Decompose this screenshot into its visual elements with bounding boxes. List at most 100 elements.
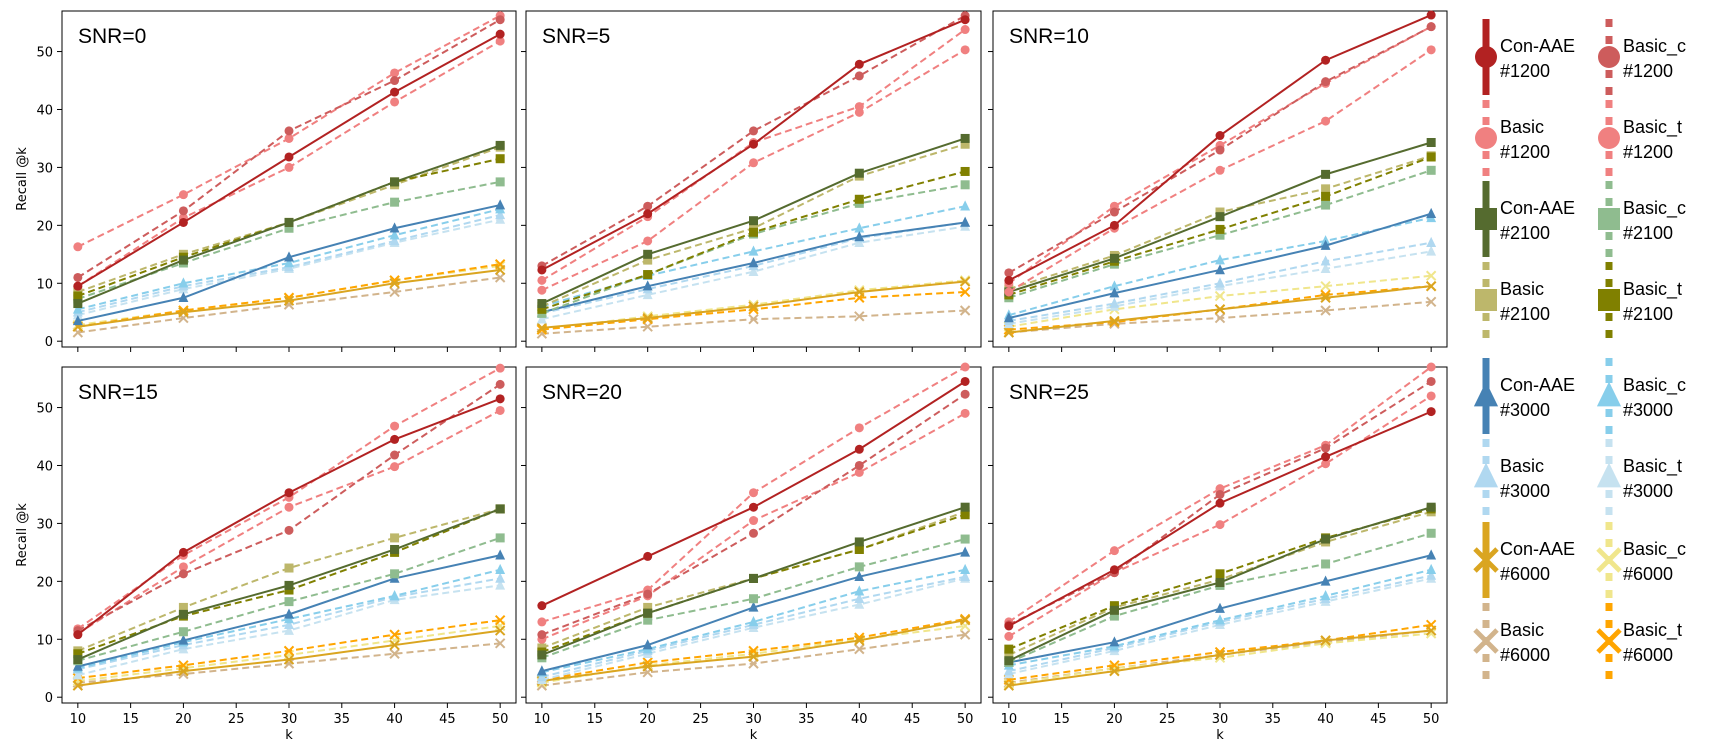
series-cr_6000 [536, 276, 971, 334]
x-tick-label: 40 [386, 712, 403, 727]
data-point [495, 15, 505, 25]
data-point [642, 312, 653, 324]
x-tick-label: 35 [798, 712, 815, 727]
y-tick-label: 50 [36, 46, 53, 61]
data-point [1320, 575, 1331, 586]
data-point [959, 305, 971, 316]
series-line [1008, 568, 1432, 667]
data-point [1109, 315, 1120, 327]
data-point [73, 655, 83, 665]
x-tick-label: 40 [1317, 712, 1334, 727]
data-point [748, 601, 759, 612]
data-point [1215, 224, 1225, 234]
data-point [178, 665, 189, 677]
data-point [748, 616, 759, 627]
series-cr_6000 [72, 625, 506, 691]
x-tick-label: 45 [904, 712, 921, 727]
data-point [854, 59, 864, 69]
data-point [283, 654, 295, 665]
legend-sublabel: #3000 [1623, 400, 1673, 420]
x-tick-label: 25 [692, 712, 709, 727]
data-point [178, 277, 189, 288]
plot-frame [525, 10, 982, 348]
legend-label: Basic [1500, 456, 1544, 476]
data-point [1215, 569, 1225, 579]
x-tick-label: 20 [175, 712, 192, 727]
data-point [960, 133, 970, 143]
series-line [541, 28, 966, 282]
data-point [1004, 268, 1014, 278]
data-point [284, 624, 294, 635]
legend-marker [1475, 127, 1497, 149]
series-cr_2100 [537, 133, 970, 309]
x-axis-label: k [750, 728, 758, 743]
data-point [749, 516, 758, 526]
data-point [1321, 77, 1331, 87]
data-point [495, 154, 505, 164]
data-point [494, 625, 506, 636]
data-point [642, 321, 653, 332]
legend-marker [1473, 381, 1499, 407]
data-point [854, 643, 865, 655]
series-cr_2100 [73, 140, 505, 309]
data-point [1214, 290, 1226, 302]
x-axis-label: k [1216, 728, 1224, 743]
data-point [284, 502, 294, 512]
data-point [495, 405, 505, 415]
data-point [749, 126, 758, 136]
data-point [536, 313, 547, 324]
data-point [1215, 264, 1225, 275]
data-point [749, 139, 758, 149]
chart-panel: 0 10 20 30 40 50 Recall @k SNR=0 [15, 10, 517, 352]
series-bt_1200 [1004, 45, 1436, 297]
series-line [77, 180, 501, 300]
data-point [1109, 297, 1120, 308]
data-point [494, 614, 506, 626]
x-tick-label: 15 [1053, 712, 1070, 727]
series-line [1008, 395, 1432, 638]
legend-label: Con-AAE [1500, 36, 1575, 56]
series-cr_3000 [72, 199, 506, 326]
y-tick-label: 20 [36, 219, 53, 234]
data-point [749, 216, 758, 226]
legend-marker [1596, 381, 1622, 407]
data-point [1321, 184, 1331, 194]
series-cr_6000 [1003, 280, 1437, 338]
data-point [537, 275, 547, 285]
series-line [541, 577, 966, 681]
data-point [494, 264, 506, 276]
data-point [749, 158, 758, 168]
data-point [748, 313, 759, 325]
data-point [1320, 292, 1331, 303]
data-point [1109, 287, 1120, 298]
data-point [1004, 631, 1014, 641]
data-point [1109, 565, 1119, 575]
legend-sublabel: #2100 [1623, 223, 1673, 243]
data-point [1426, 569, 1437, 580]
data-point [1109, 546, 1119, 556]
series-b_6000 [72, 272, 506, 338]
data-point [1426, 22, 1436, 32]
data-point [495, 36, 505, 46]
data-point [73, 272, 83, 282]
data-point [390, 97, 400, 107]
panel-title: SNR=10 [1009, 25, 1089, 48]
legend-entry: Basic #1200 [1475, 100, 1550, 176]
series-line [1008, 216, 1432, 317]
data-point [1426, 236, 1437, 247]
legend-label: Basic_c [1623, 198, 1686, 219]
data-point [643, 551, 653, 561]
data-point [959, 286, 971, 298]
data-point [1215, 254, 1225, 265]
data-point [1425, 625, 1437, 636]
series-cr_1200 [1004, 407, 1436, 631]
legend-label: Basic_c [1623, 539, 1686, 560]
data-point [1321, 191, 1331, 201]
data-point [390, 544, 400, 554]
legend-sublabel: #2100 [1500, 304, 1550, 324]
legend-sublabel: #1200 [1623, 142, 1673, 162]
data-point [960, 510, 970, 520]
data-point [642, 289, 653, 300]
data-point [284, 585, 294, 595]
legend-marker [1473, 547, 1499, 573]
